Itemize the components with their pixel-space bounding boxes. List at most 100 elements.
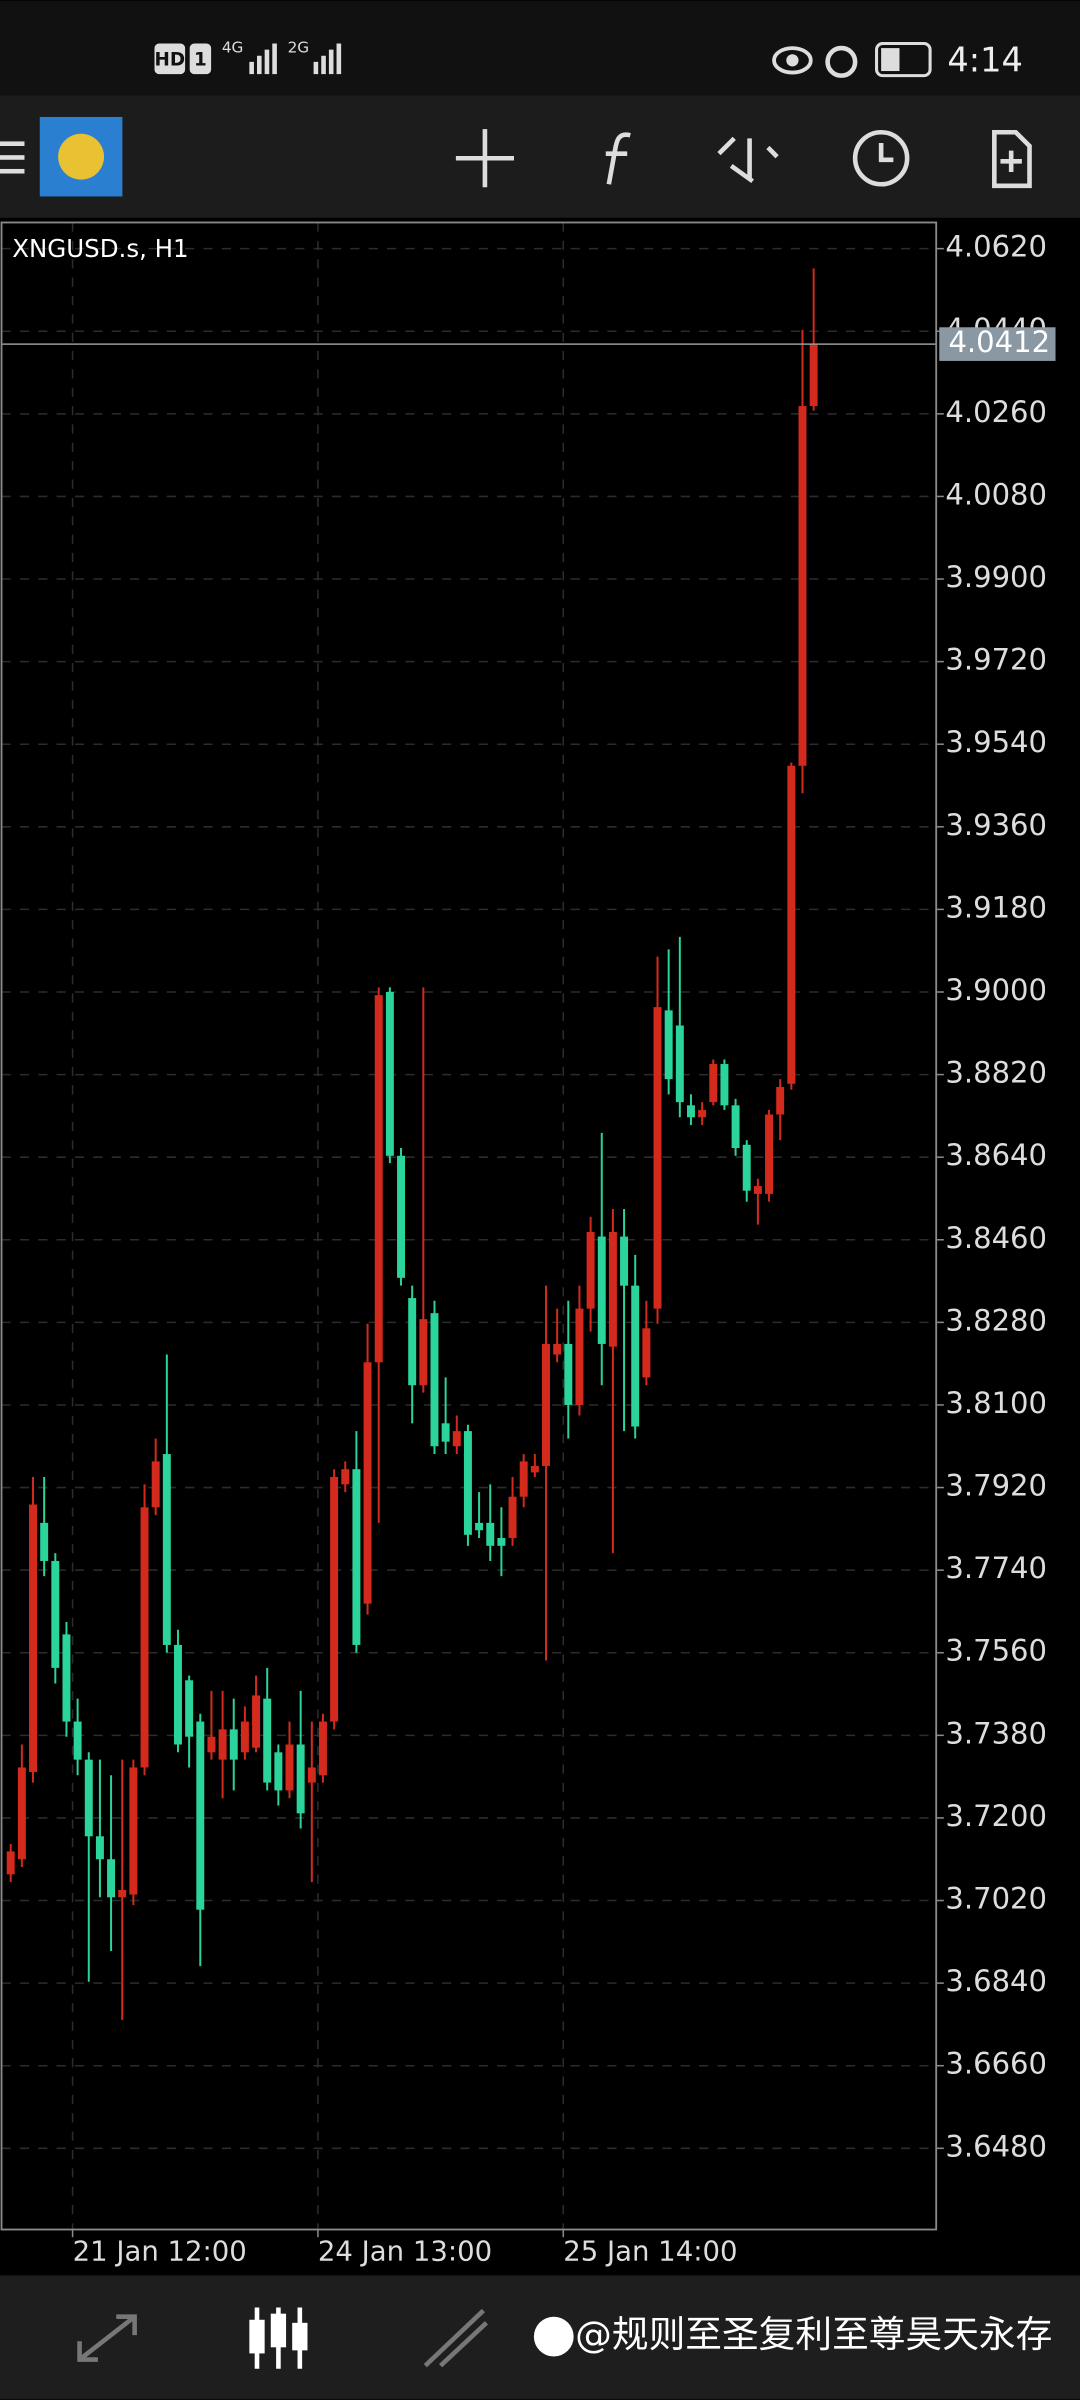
candle-body xyxy=(608,1231,617,1347)
menu-icon[interactable] xyxy=(0,141,25,174)
y-tick-label: 3.8280 xyxy=(945,1303,1047,1337)
candle-body xyxy=(798,406,807,766)
candle-body xyxy=(140,1507,149,1768)
nav-icons[interactable] xyxy=(77,2307,489,2369)
candle-body xyxy=(84,1759,93,1837)
candle-body xyxy=(463,1431,472,1535)
price-tag-label: 4.0412 xyxy=(948,325,1050,359)
toolbar-icons[interactable] xyxy=(455,129,1032,189)
network-label: 4G xyxy=(222,39,244,57)
candle-body xyxy=(586,1231,595,1309)
candle-body xyxy=(385,991,394,1156)
candle-body xyxy=(620,1236,629,1286)
candle-body xyxy=(107,1859,116,1898)
candle-body xyxy=(575,1308,584,1405)
sim-label: 1 xyxy=(194,49,207,70)
candle-body xyxy=(118,1889,127,1898)
y-tick-label: 4.0620 xyxy=(945,230,1047,264)
y-tick-label: 3.8820 xyxy=(945,1056,1047,1090)
candle-body xyxy=(686,1105,695,1118)
watermark-logo xyxy=(533,2316,574,2357)
candle-body xyxy=(174,1644,182,1745)
candle-body xyxy=(765,1114,774,1194)
toolbar xyxy=(0,95,1080,218)
candle-body xyxy=(675,1025,684,1103)
candle-body xyxy=(17,1767,26,1860)
candle-body xyxy=(62,1634,71,1722)
y-tick-label: 3.9720 xyxy=(945,643,1047,677)
candle-body xyxy=(508,1496,517,1539)
network-label: 2G xyxy=(288,39,310,57)
candle-body xyxy=(274,1752,283,1791)
chart: 4.06204.04404.02604.00803.99003.97203.95… xyxy=(1,222,1056,2267)
y-tick-label: 3.6840 xyxy=(945,1964,1047,1998)
alarm-icon xyxy=(825,45,858,78)
candle-body xyxy=(330,1476,339,1722)
candle-body xyxy=(787,765,796,1084)
candle-body xyxy=(720,1064,729,1106)
candle-body xyxy=(229,1729,238,1760)
y-tick-label: 3.7020 xyxy=(945,1882,1047,1916)
candle-body xyxy=(408,1298,417,1386)
app-logo-mark xyxy=(58,133,105,180)
candle-body xyxy=(475,1522,484,1531)
candle-body xyxy=(519,1461,528,1497)
y-tick-label: 3.8100 xyxy=(945,1386,1047,1420)
candle-body xyxy=(597,1236,606,1344)
hd-badge xyxy=(154,43,186,75)
candle-body xyxy=(51,1560,60,1668)
x-tick-label: 24 Jan 13:00 xyxy=(318,2235,492,2267)
y-tick-label: 3.9180 xyxy=(945,890,1047,924)
candle-body xyxy=(218,1729,227,1760)
candle-body xyxy=(642,1328,651,1378)
candle-body xyxy=(252,1695,261,1748)
y-tick-label: 4.0260 xyxy=(945,395,1047,429)
candle-body xyxy=(731,1105,740,1149)
candle-body xyxy=(631,1285,640,1427)
chart-background xyxy=(0,217,1080,2276)
candle-body xyxy=(196,1721,205,1910)
candle-body xyxy=(776,1086,785,1115)
candle-body xyxy=(397,1155,405,1278)
candle-body xyxy=(162,1454,171,1645)
candle-body xyxy=(40,1522,49,1561)
candle-body xyxy=(753,1186,762,1194)
candle-body xyxy=(263,1698,272,1783)
candle-body xyxy=(709,1064,718,1103)
y-tick-label: 3.7560 xyxy=(945,1634,1047,1668)
x-tick-label: 21 Jan 12:00 xyxy=(73,2235,247,2267)
candle-body xyxy=(452,1431,461,1447)
candle-body xyxy=(486,1522,495,1546)
chart-title: XNGUSD.s, H1 xyxy=(12,234,188,263)
y-tick-label: 4.0080 xyxy=(945,477,1047,511)
candle-body xyxy=(664,1010,673,1080)
eye-icon xyxy=(786,54,799,67)
candle-body xyxy=(497,1538,506,1546)
y-tick-label: 3.9900 xyxy=(945,560,1047,594)
clock: 4:14 xyxy=(947,40,1023,79)
candle-body xyxy=(185,1680,194,1737)
plot-border xyxy=(0,221,938,2231)
candle-body xyxy=(564,1343,573,1405)
eye-icon xyxy=(772,46,813,75)
candle-body xyxy=(653,1007,662,1309)
candle-body xyxy=(698,1109,707,1118)
candle-body xyxy=(809,344,818,407)
candle-body xyxy=(240,1721,249,1753)
candle-body xyxy=(29,1504,37,1773)
y-tick-label: 3.7920 xyxy=(945,1469,1047,1503)
battery-level xyxy=(881,48,900,72)
candle-body xyxy=(307,1767,316,1783)
price-tag xyxy=(939,327,1056,361)
candle-body xyxy=(129,1767,138,1895)
y-tick-label: 3.7740 xyxy=(945,1551,1047,1585)
candle-body xyxy=(207,1736,216,1753)
y-tick-label: 3.8640 xyxy=(945,1138,1047,1172)
candle-body xyxy=(95,1836,104,1860)
candle-body xyxy=(430,1313,439,1447)
x-tick-label: 25 Jan 14:00 xyxy=(563,2235,737,2267)
candle-body xyxy=(151,1461,160,1508)
nav-candles xyxy=(249,2313,308,2354)
